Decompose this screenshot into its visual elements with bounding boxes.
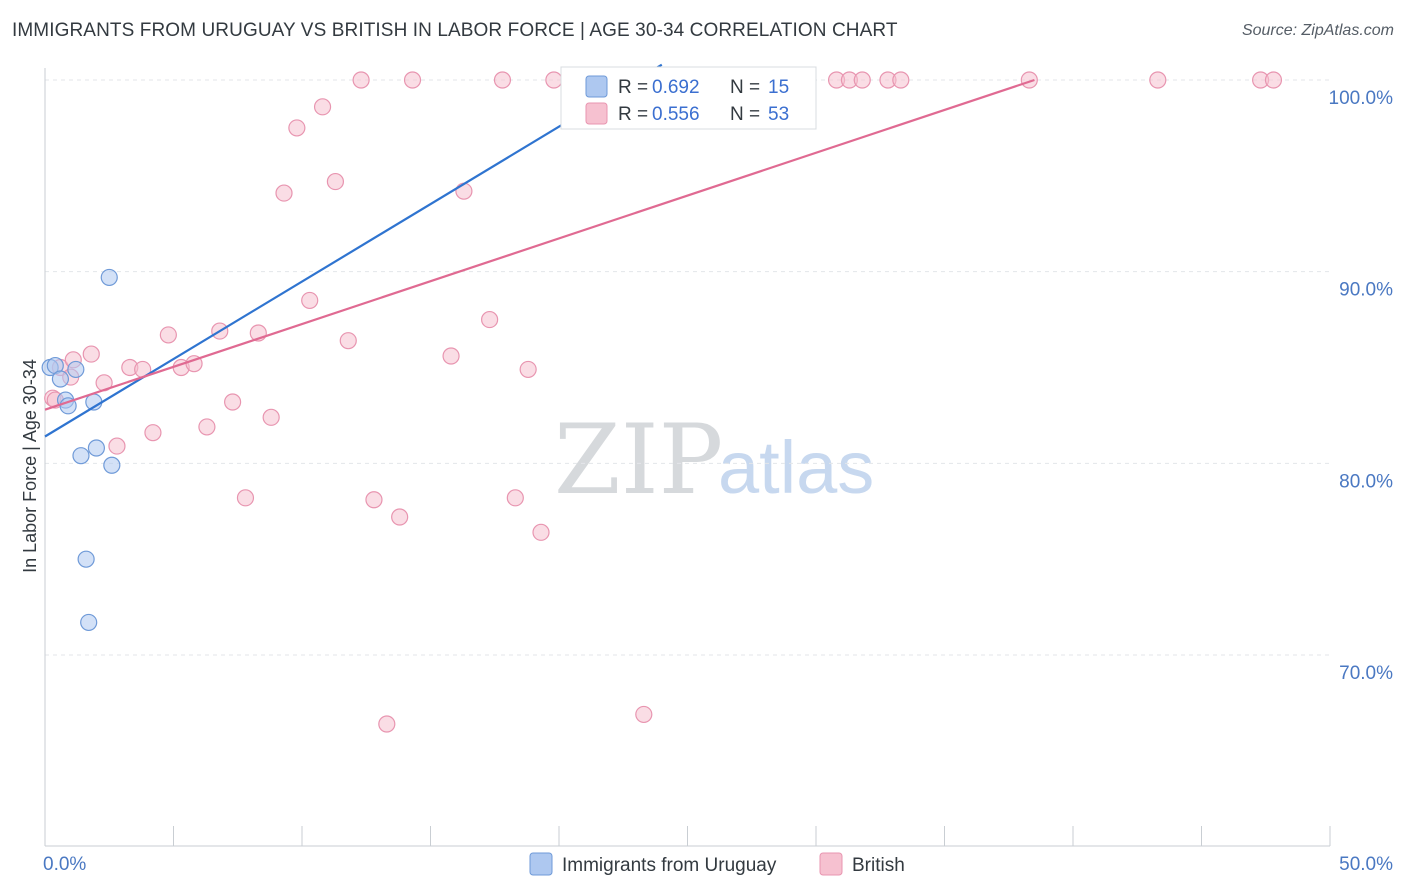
point-british-26 [365, 491, 383, 509]
point-british-33 [493, 71, 512, 89]
data-points [41, 71, 1283, 733]
point-british-9 [144, 424, 162, 442]
point-british-40 [635, 705, 653, 724]
legend-r-value-uruguay: 0.692 [652, 77, 700, 98]
bottom-legend-swatch-british [819, 852, 843, 876]
point-british-15 [224, 393, 242, 411]
point-uruguay-8 [72, 447, 90, 465]
point-british-22 [313, 98, 332, 116]
point-british-13 [198, 418, 216, 436]
point-british-29 [403, 71, 422, 89]
point-british-25 [352, 71, 370, 89]
legend-r-label-british: R = [618, 104, 648, 125]
point-uruguay-11 [77, 550, 95, 568]
point-uruguay-7 [87, 439, 106, 457]
point-british-35 [519, 360, 537, 379]
point-british-48 [1020, 71, 1038, 89]
legend-swatch-uruguay [585, 75, 608, 98]
axes: 100.0% 90.0% 80.0% 70.0% 0.0% 50.0% [43, 68, 1393, 875]
y-tick-label-2: 80.0% [1339, 471, 1393, 492]
legend-n-label-british: N = [730, 104, 760, 125]
legend-swatch-british [585, 102, 608, 125]
point-british-36 [532, 523, 550, 541]
point-british-6 [108, 437, 126, 455]
point-british-28 [391, 508, 409, 526]
y-tick-label-0: 100.0% [1329, 88, 1394, 109]
point-british-21 [301, 291, 319, 310]
chart-title: IMMIGRANTS FROM URUGUAY VS BRITISH IN LA… [12, 20, 898, 41]
point-british-19 [275, 184, 293, 202]
y-tick-label-3: 70.0% [1339, 663, 1393, 684]
point-british-24 [339, 332, 357, 350]
point-british-34 [506, 489, 524, 507]
source-credit: Source: ZipAtlas.com [1241, 22, 1394, 39]
legend-n-value-uruguay: 15 [768, 77, 789, 98]
point-british-37 [545, 71, 563, 89]
point-british-20 [288, 119, 306, 137]
point-uruguay-9 [103, 456, 121, 474]
y-axis-label: In Labor Force | Age 30-34 [20, 359, 40, 573]
x-tick-label-0: 0.0% [43, 854, 86, 875]
legend-n-value-british: 53 [768, 104, 789, 125]
point-british-45 [853, 71, 871, 89]
legend-n-label-uruguay: N = [730, 77, 760, 98]
point-british-4 [82, 345, 100, 363]
point-british-16 [236, 489, 255, 507]
point-british-51 [1264, 71, 1283, 89]
legend-r-label-uruguay: R = [618, 77, 648, 98]
point-british-27 [378, 715, 396, 733]
point-british-49 [1149, 71, 1167, 89]
point-british-32 [481, 310, 499, 329]
trend-lines [44, 63, 1035, 438]
point-uruguay-10 [100, 268, 118, 287]
point-british-30 [442, 347, 460, 365]
point-british-47 [892, 71, 910, 89]
point-british-31 [455, 182, 473, 200]
point-british-18 [262, 408, 280, 426]
point-uruguay-4 [59, 397, 77, 415]
point-uruguay-12 [80, 613, 98, 632]
y-tick-label-1: 90.0% [1339, 280, 1393, 301]
point-british-23 [326, 172, 345, 191]
x-tick-label-1: 50.0% [1339, 854, 1393, 875]
trend-line-british [44, 78, 1035, 411]
point-uruguay-2 [51, 370, 70, 388]
stats-legend: R = 0.692 N = 15 R = 0.556 N = 53 [560, 66, 817, 130]
series-legend: Immigrants from Uruguay British [529, 852, 905, 876]
watermark-atlas: atlas [718, 426, 874, 509]
point-british-10 [159, 326, 177, 344]
point-uruguay-5 [67, 360, 85, 379]
legend-r-value-british: 0.556 [652, 104, 700, 125]
bottom-legend-swatch-uruguay [529, 852, 553, 876]
grid-lines [45, 79, 1330, 656]
bottom-legend-label-british: British [852, 855, 905, 876]
watermark-zip: ZIP [554, 404, 723, 516]
bottom-legend-label-uruguay: Immigrants from Uruguay [562, 855, 777, 876]
